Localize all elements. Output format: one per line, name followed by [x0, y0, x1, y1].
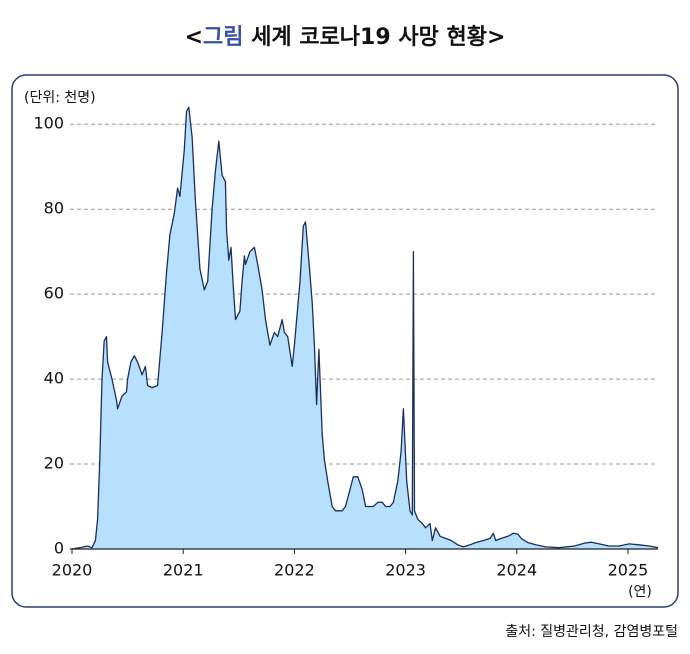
- title-text: 세계 코로나19 사망 현황>: [244, 25, 506, 50]
- title-label: 그림: [203, 25, 243, 50]
- y-tick-label: 100: [33, 114, 64, 133]
- x-tick-label: 2022: [274, 561, 315, 580]
- chart-title: <그림 세계 코로나19 사망 현황>: [185, 25, 506, 50]
- y-tick-label: 0: [54, 539, 64, 558]
- y-tick-label: 20: [44, 454, 64, 473]
- y-tick-label: 40: [44, 369, 64, 388]
- y-tick-label: 60: [44, 284, 64, 303]
- y-tick-label: 80: [44, 199, 64, 218]
- x-tick-label: 2021: [163, 561, 204, 580]
- x-tick-label: 2025: [608, 561, 649, 580]
- x-tick-label: 2020: [52, 561, 93, 580]
- x-tick-label: 2024: [496, 561, 537, 580]
- area: [72, 107, 658, 549]
- line: [71, 106, 659, 550]
- x-axis-label: (연): [628, 584, 652, 600]
- source: 출처: 질병관리청, 감염병포털: [505, 624, 678, 640]
- title-bracket: <: [185, 25, 203, 50]
- x-tick-label: 2023: [385, 561, 426, 580]
- y-axis-label: (단위: 천명): [24, 90, 96, 106]
